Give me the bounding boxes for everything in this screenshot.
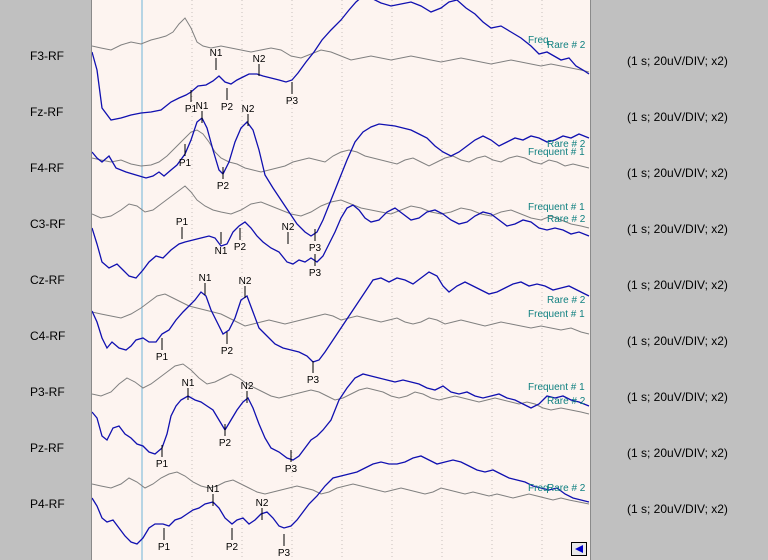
waveform-plot[interactable]: N1 N2 P1 P2 P3 N1 N2 P1 P2 N1 N2 P1 P2 P3 P3 N1 N2 P1 P2 P3…: [91, 0, 591, 560]
rare-trace: [92, 0, 590, 121]
legend-label: Freq: [528, 483, 549, 494]
legend-label: Rare # 2: [547, 139, 586, 150]
legend-label: Frequent # 1: [528, 309, 585, 320]
peak-label[interactable]: P3: [286, 96, 299, 107]
peak-label[interactable]: N2: [241, 381, 254, 392]
frequent-trace: [92, 129, 590, 173]
scale-label: (1 s; 20uV/DIV; x2): [627, 54, 728, 68]
scroll-left-button[interactable]: [571, 542, 587, 556]
legend-label: Freq: [528, 35, 549, 46]
scale-label: (1 s; 20uV/DIV; x2): [627, 502, 728, 516]
scale-label-panel: [591, 0, 768, 560]
legend-label: Frequent # 1: [528, 202, 585, 213]
channel-label: P3-RF: [30, 385, 65, 399]
channel-label: F4-RF: [30, 161, 64, 175]
frequent-trace: [92, 17, 590, 73]
scale-label: (1 s; 20uV/DIV; x2): [627, 166, 728, 180]
legend-label: Rare # 2: [547, 40, 586, 51]
waveform-canvas[interactable]: N1 N2 P1 P2 P3 N1 N2 P1 P2 N1 N2 P1 P2 P3 P3 N1 N2 P1 P2 P3…: [92, 0, 591, 560]
rare-traces: [92, 0, 590, 545]
channel-label: C3-RF: [30, 217, 66, 231]
rare-trace: [92, 455, 590, 545]
peak-label[interactable]: P2: [234, 242, 247, 253]
legend-label: Rare # 2: [547, 295, 586, 306]
peak-label[interactable]: N1: [207, 484, 220, 495]
peak-label[interactable]: P2: [221, 346, 234, 357]
peak-label[interactable]: P1: [156, 459, 169, 470]
scale-label: (1 s; 20uV/DIV; x2): [627, 334, 728, 348]
channel-label: Pz-RF: [30, 441, 64, 455]
peak-label[interactable]: N1: [215, 246, 228, 257]
channel-label: Cz-RF: [30, 273, 65, 287]
scale-label: (1 s; 20uV/DIV; x2): [627, 390, 728, 404]
legend-label: Frequent # 1: [528, 147, 585, 158]
scale-label: (1 s; 20uV/DIV; x2): [627, 446, 728, 460]
frequent-trace: [92, 185, 590, 229]
peak-label[interactable]: N1: [182, 378, 195, 389]
peak-label[interactable]: N2: [242, 104, 255, 115]
channel-label: Fz-RF: [30, 105, 64, 119]
peak-label[interactable]: P1: [176, 217, 189, 228]
scale-label: (1 s; 20uV/DIV; x2): [627, 110, 728, 124]
peak-label[interactable]: P3: [309, 243, 322, 254]
peak-label[interactable]: N2: [256, 498, 269, 509]
peak-label[interactable]: N1: [199, 273, 212, 284]
legend-label: Rare # 2: [547, 396, 586, 407]
peak-label[interactable]: P1: [185, 104, 198, 115]
peak-label[interactable]: P2: [221, 102, 234, 113]
frequent-traces: [92, 17, 590, 505]
rare-trace: [92, 373, 590, 461]
peak-label[interactable]: N2: [253, 54, 266, 65]
peak-label[interactable]: P2: [217, 181, 230, 192]
rare-trace: [92, 271, 590, 363]
peak-label[interactable]: P3: [307, 375, 320, 386]
triangle-left-icon: [575, 545, 583, 553]
frequent-trace: [92, 293, 590, 335]
channel-label-panel: [0, 0, 91, 560]
peak-label[interactable]: P3: [285, 464, 298, 475]
legend-label: Rare # 2: [547, 483, 586, 494]
peak-label[interactable]: N2: [239, 276, 252, 287]
peak-label[interactable]: P3: [278, 548, 291, 559]
channel-label: C4-RF: [30, 329, 66, 343]
legend-label: Rare # 2: [547, 214, 586, 225]
scale-label: (1 s; 20uV/DIV; x2): [627, 278, 728, 292]
peak-label[interactable]: N1: [196, 101, 209, 112]
legend-label: Frequent # 1: [528, 382, 585, 393]
channel-label: F3-RF: [30, 49, 64, 63]
peak-markers: N1 N2 P1 P2 P3 N1 N2 P1 P2 N1 N2 P1 P2 P3 P3 N1 N2 P1 P2 P3…: [156, 48, 322, 559]
frequent-trace: [92, 471, 590, 505]
channel-label: P4-RF: [30, 497, 65, 511]
frequent-trace: [92, 363, 590, 415]
peak-label[interactable]: P1: [156, 352, 169, 363]
peak-label[interactable]: N2: [282, 222, 295, 233]
peak-label[interactable]: P3: [309, 268, 322, 279]
peak-label[interactable]: N1: [210, 48, 223, 59]
rare-trace: [92, 204, 590, 279]
peak-label[interactable]: P2: [219, 438, 232, 449]
peak-label[interactable]: P2: [226, 542, 239, 553]
peak-label[interactable]: P1: [158, 542, 171, 553]
scale-label: (1 s; 20uV/DIV; x2): [627, 222, 728, 236]
rare-trace: [92, 116, 590, 237]
peak-label[interactable]: P1: [179, 158, 192, 169]
